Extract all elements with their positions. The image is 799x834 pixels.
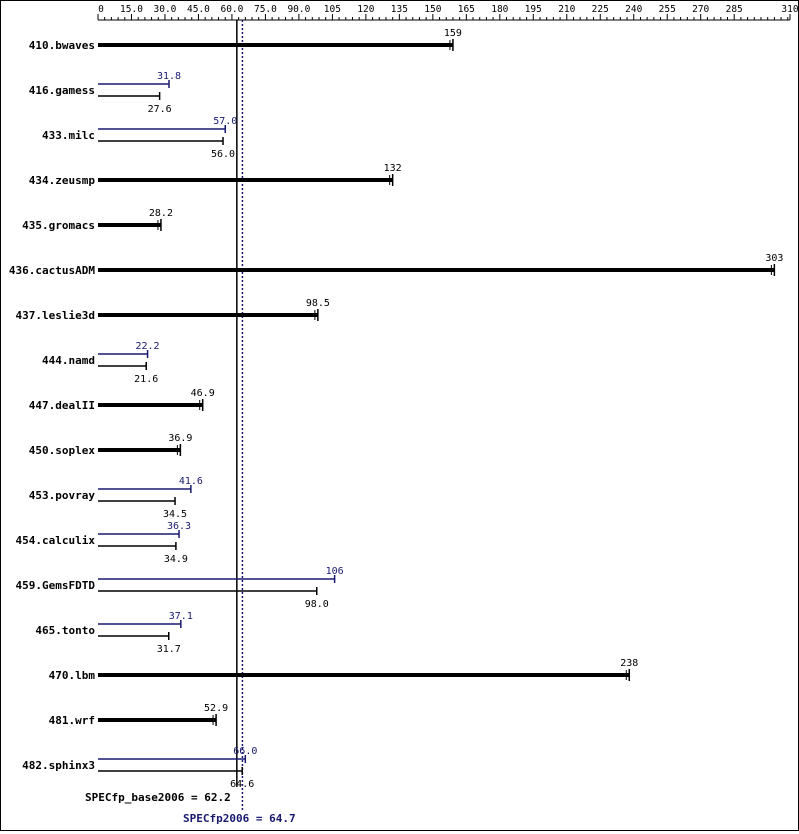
peak-value-label: 106 <box>326 566 344 577</box>
x-axis-tick-label: 150 <box>424 4 441 15</box>
base-value-label: 98.0 <box>305 599 329 610</box>
x-axis-tick-label: 240 <box>625 4 642 15</box>
x-axis-tick-label: 45.0 <box>187 4 210 15</box>
base-value-label: 36.9 <box>168 433 192 444</box>
benchmark-label: 435.gromacs <box>22 219 95 232</box>
base-value-label: 303 <box>765 253 783 264</box>
peak-value-label: 31.8 <box>157 71 181 82</box>
benchmark-label: 444.namd <box>42 354 95 367</box>
x-axis-tick-label: 105 <box>324 4 341 15</box>
benchmark-label: 410.bwaves <box>29 39 95 52</box>
x-axis-tick-label: 15.0 <box>120 4 143 15</box>
x-axis-tick-label: 210 <box>558 4 575 15</box>
base-value-label: 56.0 <box>211 149 235 160</box>
x-axis-tick-label: 310 <box>781 4 798 15</box>
x-axis-tick-label: 75.0 <box>254 4 277 15</box>
peak-summary-label: SPECfp2006 = 64.7 <box>183 812 296 825</box>
peak-value-label: 41.6 <box>179 476 203 487</box>
x-axis-tick-label: 285 <box>726 4 743 15</box>
base-summary-label: SPECfp_base2006 = 62.2 <box>85 791 231 804</box>
base-value-label: 159 <box>444 28 462 39</box>
benchmark-label: 459.GemsFDTD <box>16 579 96 592</box>
x-axis-tick-label: 165 <box>458 4 475 15</box>
x-axis-tick-label: 255 <box>659 4 676 15</box>
base-value-label: 21.6 <box>134 374 158 385</box>
base-value-label: 27.6 <box>148 104 172 115</box>
benchmark-label: 454.calculix <box>16 534 96 547</box>
benchmark-label: 416.gamess <box>29 84 95 97</box>
peak-value-label: 57.0 <box>213 116 237 127</box>
x-axis-tick-label: 180 <box>491 4 508 15</box>
peak-value-label: 66.0 <box>233 746 257 757</box>
base-value-label: 31.7 <box>157 644 181 655</box>
x-axis-tick-label: 120 <box>357 4 374 15</box>
base-value-label: 34.9 <box>164 554 188 565</box>
x-axis-tick-label: 0 <box>98 4 104 15</box>
benchmark-label: 450.soplex <box>29 444 96 457</box>
base-value-label: 52.9 <box>204 703 228 714</box>
x-axis-tick-label: 90.0 <box>287 4 310 15</box>
benchmark-label: 433.milc <box>42 129 95 142</box>
x-axis-tick-label: 60.0 <box>220 4 243 15</box>
base-value-label: 34.5 <box>163 509 187 520</box>
peak-value-label: 37.1 <box>169 611 193 622</box>
benchmark-label: 453.povray <box>29 489 96 502</box>
benchmark-label: 465.tonto <box>35 624 95 637</box>
x-axis-tick-label: 30.0 <box>154 4 177 15</box>
x-axis-tick-label: 195 <box>525 4 542 15</box>
benchmark-label: 481.wrf <box>49 714 95 727</box>
base-value-label: 28.2 <box>149 208 173 219</box>
x-axis-tick-label: 225 <box>592 4 609 15</box>
base-value-label: 132 <box>384 163 402 174</box>
benchmark-label: 470.lbm <box>49 669 96 682</box>
base-value-label: 238 <box>620 658 638 669</box>
x-axis-tick-label: 135 <box>391 4 408 15</box>
benchmark-label: 447.dealII <box>29 399 95 412</box>
peak-value-label: 36.3 <box>167 521 191 532</box>
benchmark-label: 437.leslie3d <box>16 309 95 322</box>
base-value-label: 98.5 <box>306 298 330 309</box>
peak-value-label: 22.2 <box>136 341 160 352</box>
benchmark-label: 434.zeusmp <box>29 174 96 187</box>
benchmark-label: 436.cactusADM <box>9 264 95 277</box>
base-value-label: 64.6 <box>230 779 254 790</box>
x-axis-tick-label: 270 <box>692 4 709 15</box>
benchmark-label: 482.sphinx3 <box>22 759 95 772</box>
base-value-label: 46.9 <box>191 388 215 399</box>
